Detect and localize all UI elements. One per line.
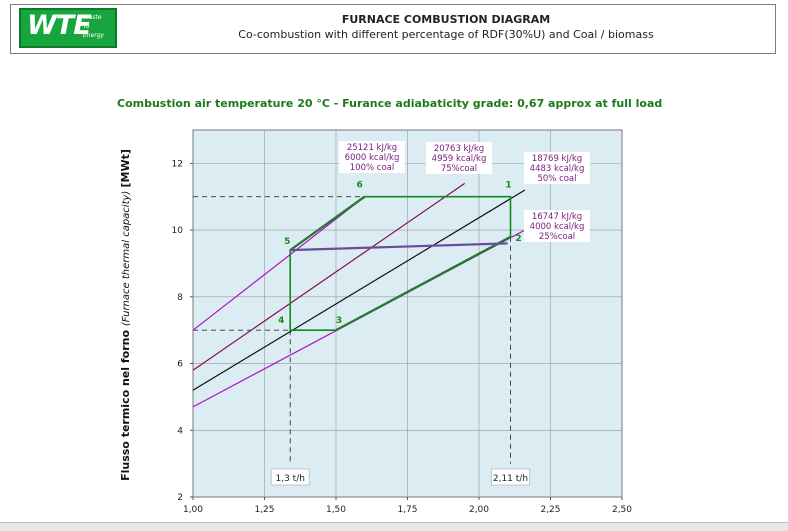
line-label-box [339,141,405,173]
y-tick-label: 12 [172,159,183,169]
x-tick-label: 2,00 [469,505,489,515]
logo-tagline-1: Waste [83,14,102,21]
series-line [193,182,466,371]
x-tick-label: 2,50 [612,505,632,515]
series-line [193,189,526,391]
point-label-3: 3 [336,316,342,326]
flow-annotation-box [491,468,530,486]
point-label-1: 1 [505,181,511,191]
line-label-text: 4483 kcal/kg [530,164,585,174]
line-label-text: 18769 kJ/kg [532,154,582,164]
line-label-text: 20763 kJ/kg [434,144,484,154]
line-label-text: 25%coal [539,232,575,242]
low-limit-line [290,242,508,252]
y-axis-label-main: Flusso termico nel forno [119,326,132,481]
line-label-text: 16747 kJ/kg [532,212,582,222]
line-label-text: 6000 kcal/kg [345,153,400,163]
x-tick-label: 1,75 [397,505,417,515]
y-tick-label: 8 [177,293,183,303]
status-bar [0,522,788,531]
title-panel: WTE Waste To Energy FURNACE COMBUSTION D… [10,4,776,54]
y-tick-label: 4 [177,426,183,436]
point-label-4: 4 [278,316,284,326]
series-line [193,196,365,331]
y-axis-label-unit: [MWt] [119,149,132,187]
x-tick-label: 1,50 [326,505,346,515]
y-tick-label: 2 [177,493,183,503]
x-tick-label: 1,25 [254,505,274,515]
line-label-text: 100% coal [350,163,394,173]
line-label-text: 50% coal [537,174,576,184]
diagram-subtitle: Co-combustion with different percentage … [238,28,654,41]
x-tick-label: 2,25 [540,505,560,515]
flow-annotation-label: 2,11 t/h [493,474,528,484]
line-label-box [524,210,590,242]
wte-logo: WTE Waste To Energy [19,8,117,48]
y-tick-label: 10 [172,226,184,236]
flow-annotation-box [270,468,310,486]
line-label-text: 75%coal [441,164,477,174]
line-label-text: 4000 kcal/kg [530,222,585,232]
line-label-text: 4959 kcal/kg [432,154,487,164]
line-label-box [426,142,492,174]
point-label-6: 6 [356,181,362,191]
diagram-title: FURNACE COMBUSTION DIAGRAM [341,13,551,26]
logo-tagline-3: Energy [83,32,105,39]
point-label-5: 5 [284,237,290,247]
flow-annotation-label: 1,3 t/h [276,474,305,484]
y-axis-label: Flusso termico nel forno (Furnace therma… [119,149,132,481]
point-label-2: 2 [515,234,521,244]
line-label-text: 25121 kJ/kg [347,143,397,153]
x-tick-label: 1,00 [183,505,203,515]
condition-text: Combustion air temperature 20 °C - Furan… [117,97,663,110]
logo-text: WTE [27,10,92,41]
line-label-box [524,152,590,184]
logo-tagline-2: To [83,23,90,30]
y-tick-label: 6 [177,360,183,370]
y-axis-label-italic: (Furnace thermal capacity) [121,188,132,327]
